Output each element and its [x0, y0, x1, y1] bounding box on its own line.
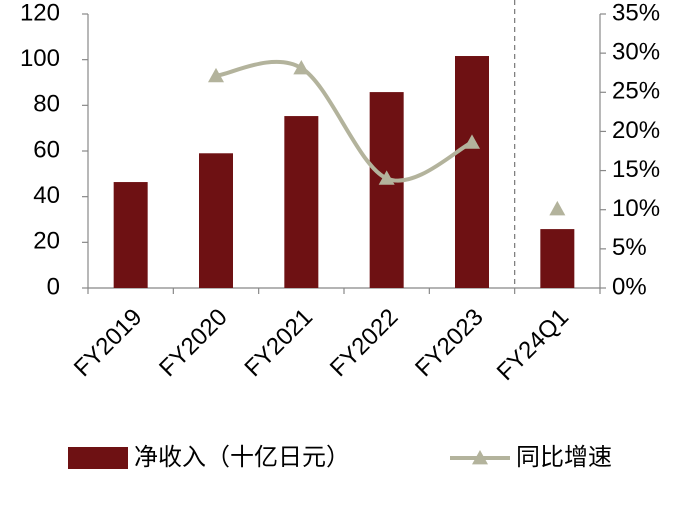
y2-tick-label: 0% [612, 273, 647, 300]
y2-tick-label: 30% [612, 38, 660, 65]
y-tick-label: 40 [33, 182, 60, 209]
marker [293, 60, 310, 75]
x-tick-label: FY2021 [240, 304, 319, 383]
legend-label: 净收入（十亿日元） [134, 443, 350, 471]
marker [464, 134, 480, 149]
y2-tick-label: 15% [612, 156, 660, 183]
bar [199, 153, 233, 288]
marker [378, 170, 395, 185]
y2-tick-label: 20% [612, 117, 660, 144]
x-tick-label: FY2023 [410, 304, 489, 383]
marker [549, 200, 566, 216]
legend-label: 同比增速 [516, 443, 612, 471]
y-tick-label: 100 [20, 45, 60, 72]
y2-tick-label: 25% [612, 78, 660, 105]
bar [369, 92, 404, 288]
marker [208, 67, 224, 83]
y2-tick-label: 10% [612, 195, 660, 222]
y2-tick-label: 35% [612, 0, 660, 26]
bar [284, 116, 319, 288]
y-tick-label: 20 [33, 228, 60, 255]
bar [540, 229, 575, 288]
bar [113, 182, 148, 288]
legend-swatch [472, 450, 488, 465]
y2-tick-label: 5% [612, 234, 647, 261]
x-tick-label: FY2020 [154, 304, 233, 383]
y-tick-label: 120 [20, 0, 60, 26]
x-tick-label: FY2022 [325, 304, 404, 383]
y-tick-label: 80 [33, 91, 60, 118]
line [215, 59, 473, 183]
y-tick-label: 60 [33, 136, 60, 163]
y-tick-label: 0 [47, 273, 60, 300]
bar [455, 56, 489, 288]
x-tick-label: FY24Q1 [492, 304, 574, 386]
legend-swatch [68, 447, 128, 469]
x-tick-label: FY2019 [69, 304, 148, 383]
